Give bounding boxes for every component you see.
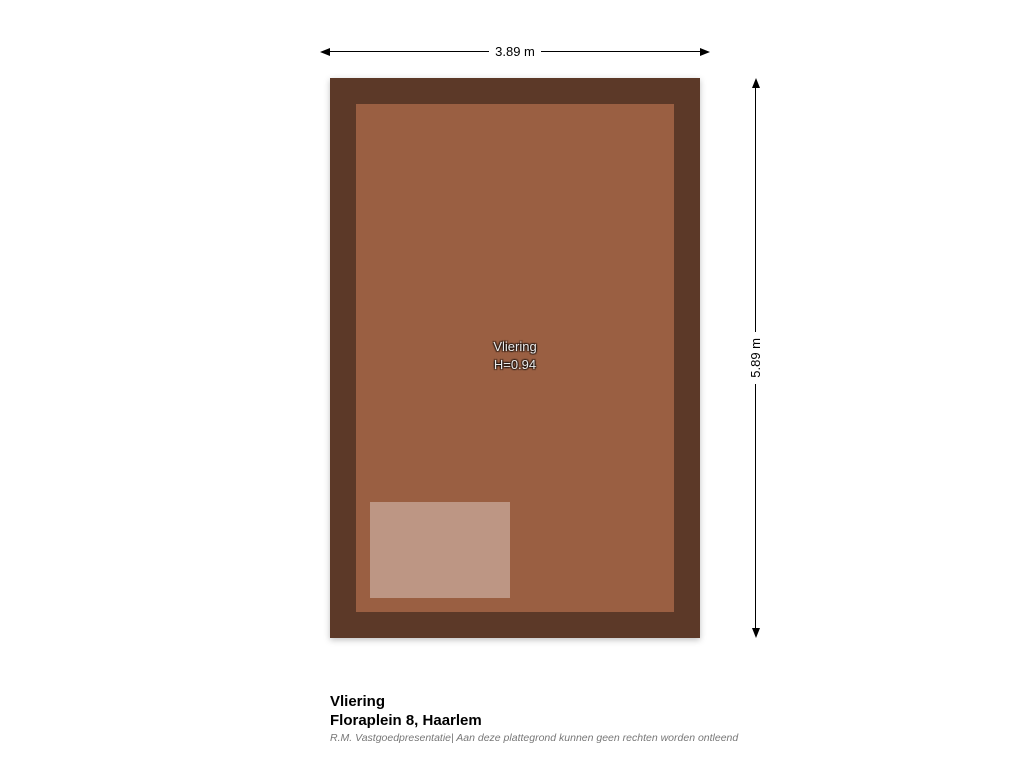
roof-inner: Vliering H=0.94 (356, 104, 674, 612)
dimension-right: 5.89 m (748, 78, 763, 638)
roof-height: H=0.94 (493, 356, 536, 374)
roof-label: Vliering H=0.94 (493, 338, 536, 373)
caption-title: Vliering (330, 693, 738, 710)
dimension-width-label: 3.89 m (489, 44, 541, 59)
arrow-up-icon (752, 78, 760, 88)
arrow-down-icon (752, 628, 760, 638)
dimension-top: 3.89 m (320, 44, 710, 59)
arrow-left-icon (320, 48, 330, 56)
roof-plan: Vliering H=0.94 (330, 78, 700, 638)
dim-line (755, 88, 756, 332)
caption-block: Vliering Floraplein 8, Haarlem R.M. Vast… (330, 693, 738, 744)
dimension-height-label: 5.89 m (748, 332, 763, 384)
dim-line (755, 384, 756, 628)
arrow-right-icon (700, 48, 710, 56)
floorplan-canvas: 3.89 m 5.89 m Vliering H=0.94 Vliering F… (0, 0, 1024, 768)
caption-disclaimer: R.M. Vastgoedpresentatie| Aan deze platt… (330, 732, 738, 744)
dim-line (541, 51, 700, 52)
dim-line (330, 51, 489, 52)
roof-name: Vliering (493, 338, 536, 356)
skylight-overlay (370, 502, 510, 598)
caption-subtitle: Floraplein 8, Haarlem (330, 712, 738, 729)
